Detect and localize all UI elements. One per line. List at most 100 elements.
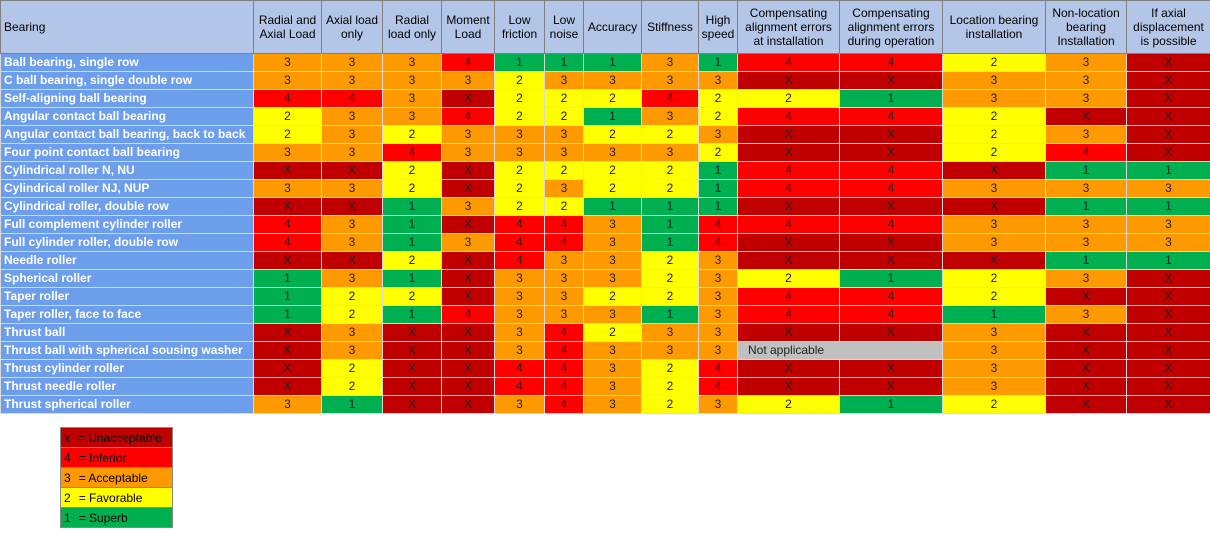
- rating-cell: 3: [494, 125, 545, 144]
- rating-cell: 3: [494, 287, 545, 306]
- rating-cell: 1: [641, 215, 699, 234]
- rating-cell: 2: [382, 179, 442, 198]
- rating-cell: 2: [698, 143, 738, 162]
- rating-cell: 2: [583, 179, 642, 198]
- rating-cell: 3: [942, 377, 1046, 396]
- rating-cell: 1: [641, 233, 699, 252]
- rating-cell: X: [441, 341, 495, 360]
- rating-cell: X: [942, 197, 1046, 216]
- bearing-name: Full complement cylinder roller: [0, 215, 254, 234]
- rating-cell: 2: [583, 125, 642, 144]
- legend-row: 1 = Superb: [60, 507, 173, 528]
- rating-cell: X: [1126, 71, 1210, 90]
- rating-cell: 3: [942, 233, 1046, 252]
- rating-cell: X: [1045, 341, 1127, 360]
- rating-cell: 1: [382, 305, 442, 324]
- rating-cell: 2: [942, 287, 1046, 306]
- rating-cell: 3: [494, 269, 545, 288]
- rating-cell: X: [382, 341, 442, 360]
- rating-cell: 2: [583, 287, 642, 306]
- column-header: Location bearing installation: [942, 0, 1046, 54]
- legend-label: = Inferior: [78, 450, 127, 465]
- bearing-name: Cylindrical roller N, NU: [0, 161, 254, 180]
- rating-cell: 3: [583, 143, 642, 162]
- rating-cell: 3: [942, 323, 1046, 342]
- rating-cell: 4: [544, 215, 584, 234]
- rating-cell: 1: [641, 305, 699, 324]
- rating-cell: 1: [321, 395, 383, 414]
- column-header: Radial load only: [382, 0, 442, 54]
- rating-cell: 2: [321, 305, 383, 324]
- rating-cell: 1: [698, 53, 738, 72]
- rating-cell: 3: [321, 269, 383, 288]
- rating-cell: 3: [382, 71, 442, 90]
- column-header: Radial and Axial Load: [253, 0, 322, 54]
- rating-cell: 2: [494, 107, 545, 126]
- rating-cell: 4: [544, 323, 584, 342]
- rating-cell: 3: [942, 89, 1046, 108]
- bearing-name: C ball bearing, single double row: [0, 71, 254, 90]
- rating-cell: 4: [382, 143, 442, 162]
- rating-cell: 3: [1045, 305, 1127, 324]
- table-row: Thrust needle roller X 2 X X 4 4 3 2 4 X X 3 X X: [0, 377, 1210, 396]
- rating-cell: 3: [441, 125, 495, 144]
- rating-cell: 3: [321, 179, 383, 198]
- rating-cell: 3: [698, 269, 738, 288]
- rating-cell: 3: [583, 395, 642, 414]
- legend-label: = Superb: [78, 510, 128, 525]
- rating-cell: 3: [441, 71, 495, 90]
- rating-cell: X: [737, 125, 840, 144]
- rating-cell: 2: [253, 107, 322, 126]
- rating-cell: X: [737, 233, 840, 252]
- rating-cell: 1: [494, 53, 545, 72]
- rating-cell: 1: [1045, 161, 1127, 180]
- rating-cell: X: [1045, 377, 1127, 396]
- rating-cell: 4: [737, 305, 840, 324]
- rating-cell: 2: [737, 395, 840, 414]
- bearing-name: Cylindrical roller, double row: [0, 197, 254, 216]
- rating-cell: 4: [737, 107, 840, 126]
- rating-cell: 4: [839, 107, 943, 126]
- na-cell: Not applicable: [737, 341, 943, 360]
- rating-cell: X: [441, 179, 495, 198]
- table-row: C ball bearing, single double row 3 3 3 3 2 3 3…: [0, 71, 1210, 90]
- rating-cell: 1: [382, 215, 442, 234]
- rating-cell: 1: [1045, 251, 1127, 270]
- rating-cell: 3: [641, 323, 699, 342]
- legend-item: x = Unacceptable: [60, 427, 173, 448]
- rating-cell: 2: [382, 251, 442, 270]
- rating-cell: 2: [641, 269, 699, 288]
- rating-cell: 4: [839, 161, 943, 180]
- rating-cell: 3: [1045, 179, 1127, 198]
- rating-cell: 3: [1045, 125, 1127, 144]
- rating-cell: 4: [441, 53, 495, 72]
- column-header: High speed: [698, 0, 738, 54]
- rating-cell: 2: [544, 89, 584, 108]
- rating-cell: 4: [441, 107, 495, 126]
- rating-cell: 3: [253, 71, 322, 90]
- rating-cell: 2: [583, 89, 642, 108]
- rating-cell: X: [253, 161, 322, 180]
- legend-key: 4: [64, 450, 71, 465]
- rating-cell: 3: [698, 341, 738, 360]
- bearing-table: Bearing Radial and Axial Load Axial load o…: [0, 0, 1210, 414]
- legend-key: 2: [64, 490, 71, 505]
- rating-cell: X: [1126, 395, 1210, 414]
- rating-cell: X: [382, 359, 442, 378]
- rating-cell: X: [382, 377, 442, 396]
- rating-cell: 2: [641, 395, 699, 414]
- rating-cell: 3: [1126, 233, 1210, 252]
- column-header: Low noise: [544, 0, 584, 54]
- rating-cell: X: [942, 161, 1046, 180]
- rating-cell: 3: [942, 215, 1046, 234]
- rating-cell: X: [1126, 143, 1210, 162]
- column-header: Stiffness: [641, 0, 699, 54]
- table-row: Four point contact ball bearing 3 3 4 3 3 3 3 3 2…: [0, 143, 1210, 162]
- rating-cell: X: [321, 251, 383, 270]
- rating-cell: X: [1045, 359, 1127, 378]
- rating-cell: 3: [253, 143, 322, 162]
- rating-cell: 3: [321, 71, 383, 90]
- rating-cell: X: [1126, 125, 1210, 144]
- bearing-name: Thrust ball: [0, 323, 254, 342]
- column-header: If axial displacement is possible: [1126, 0, 1210, 54]
